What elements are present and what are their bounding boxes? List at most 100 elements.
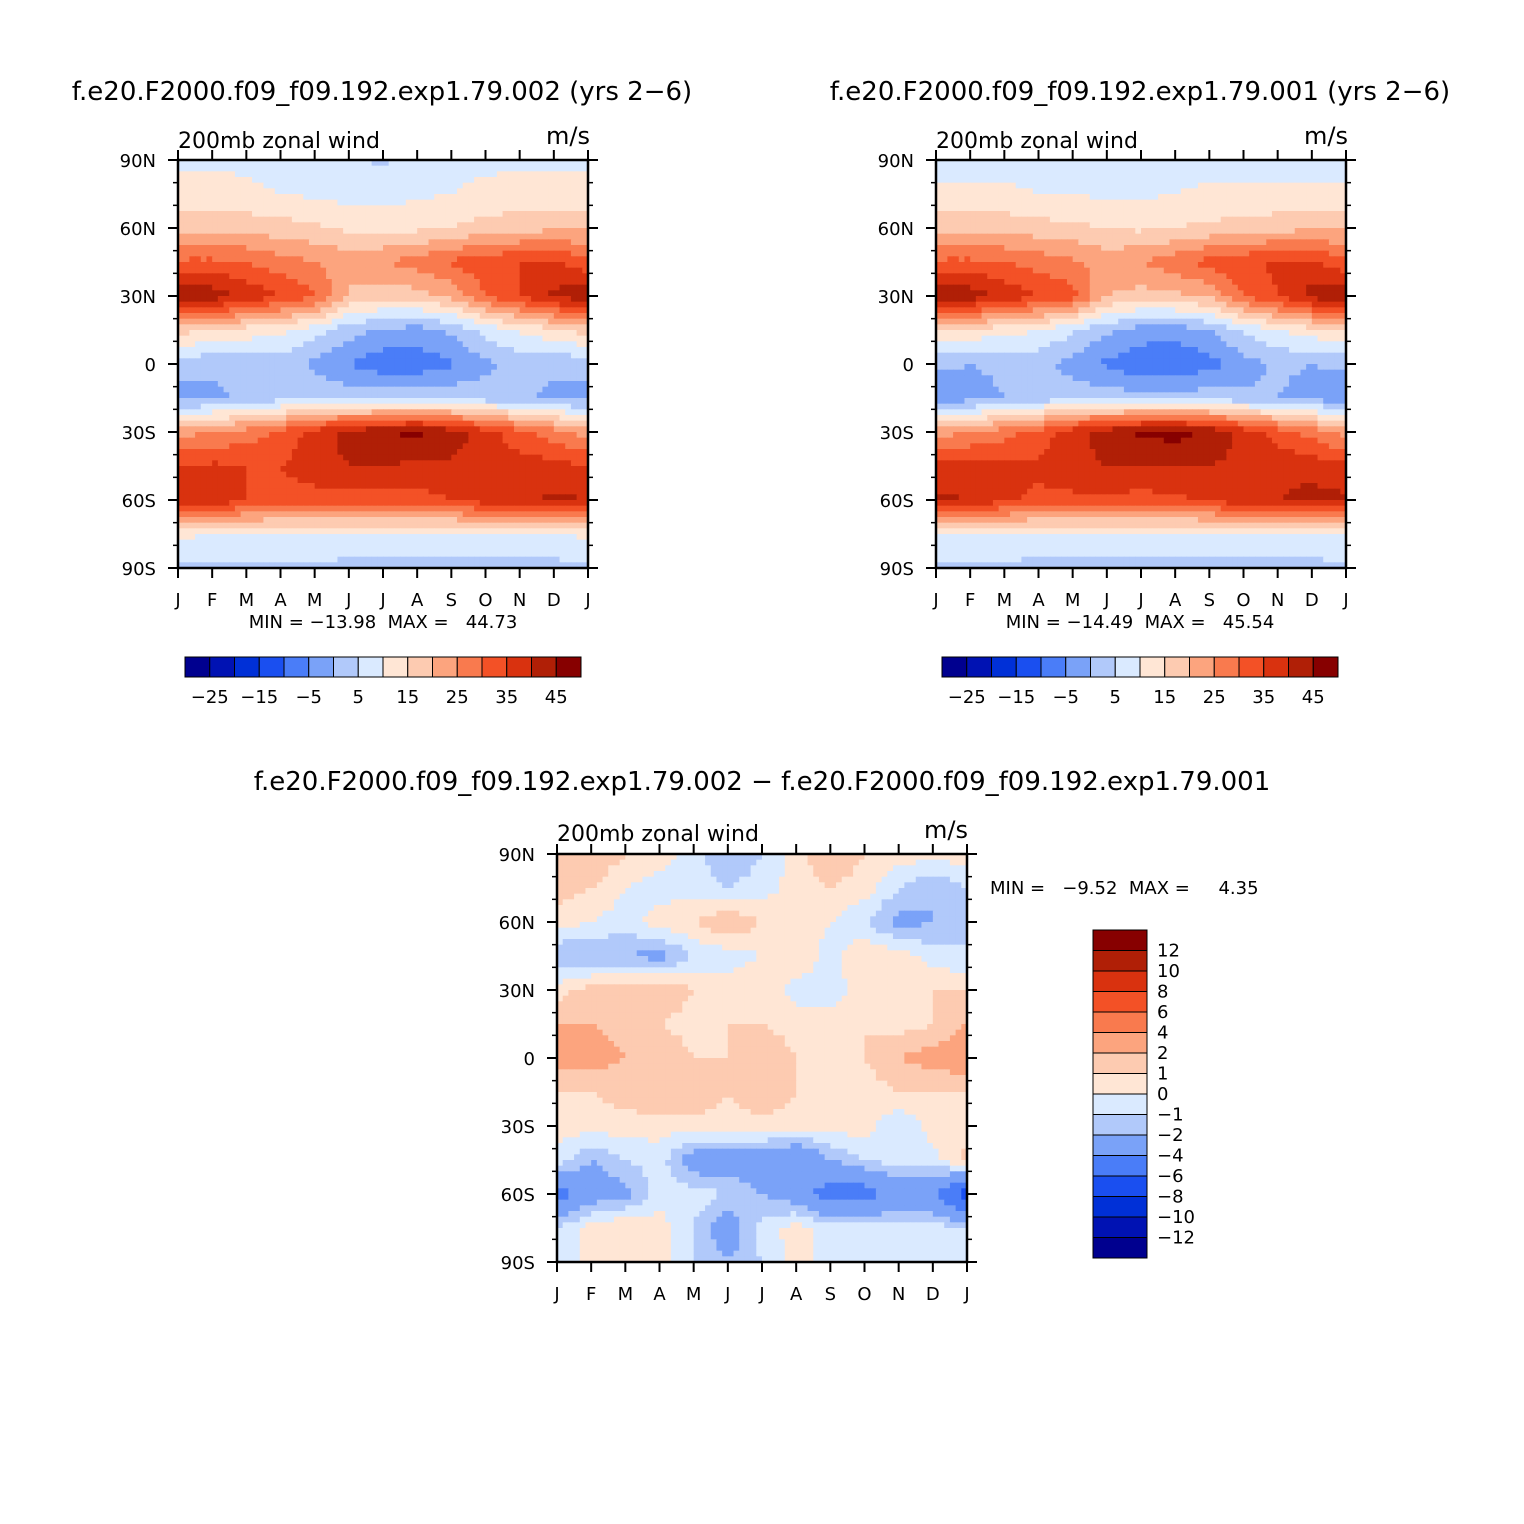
heatmap-cell <box>331 256 339 263</box>
heatmap-cell <box>189 239 196 246</box>
heatmap-cell <box>371 205 378 212</box>
heatmap-cell <box>183 296 190 303</box>
heatmap-cell <box>405 341 413 348</box>
heatmap-cell <box>320 296 327 303</box>
heatmap-cell <box>451 375 458 382</box>
heatmap-cell <box>388 403 395 410</box>
heatmap-cell <box>485 250 492 257</box>
heatmap-cell <box>263 273 270 280</box>
heatmap-cell <box>280 466 287 473</box>
heatmap-cell <box>559 522 566 529</box>
heatmap-cell <box>565 205 572 212</box>
heatmap-cell <box>468 477 475 484</box>
heatmap-cell <box>428 369 435 376</box>
heatmap-cell <box>189 228 196 235</box>
heatmap-cell <box>479 330 487 337</box>
heatmap-cell <box>286 505 293 512</box>
heatmap-cell <box>297 364 304 371</box>
heatmap-cell <box>263 290 270 297</box>
heatmap-cell <box>559 545 566 552</box>
heatmap-cell <box>195 211 202 218</box>
heatmap-cell <box>314 466 321 473</box>
heatmap-cell <box>474 211 481 218</box>
heatmap-cell <box>582 239 589 246</box>
heatmap-cell <box>314 335 321 342</box>
heatmap-cell <box>206 358 213 365</box>
heatmap-cell <box>217 352 225 359</box>
heatmap-cell <box>559 160 566 167</box>
heatmap-cell <box>365 398 373 405</box>
heatmap-cell <box>474 477 481 484</box>
heatmap-cell <box>559 171 566 178</box>
heatmap-cell <box>314 426 321 433</box>
heatmap-cell <box>246 364 253 371</box>
heatmap-cell <box>195 358 202 365</box>
heatmap-cell <box>422 539 430 546</box>
heatmap-cell <box>348 182 356 189</box>
heatmap-cell <box>326 358 333 365</box>
heatmap-cell <box>422 199 430 206</box>
heatmap-cell <box>531 256 538 263</box>
heatmap-cell <box>183 324 190 331</box>
heatmap-cell <box>451 443 458 450</box>
heatmap-cell <box>200 324 208 331</box>
heatmap-cell <box>445 194 452 201</box>
heatmap-cell <box>365 216 373 223</box>
heatmap-cell <box>474 381 481 388</box>
heatmap-cell <box>240 437 247 444</box>
heatmap-cell <box>320 233 327 240</box>
heatmap-cell <box>206 279 213 286</box>
heatmap-cell <box>326 273 333 280</box>
heatmap-cell <box>428 386 435 393</box>
heatmap-cell <box>371 443 378 450</box>
heatmap-cell <box>200 494 208 501</box>
heatmap-cell <box>513 386 521 393</box>
heatmap-cell <box>246 318 253 325</box>
heatmap-cell <box>343 415 350 422</box>
heatmap-cell <box>513 460 521 467</box>
heatmap-cell <box>371 290 378 297</box>
heatmap-cell <box>451 341 458 348</box>
heatmap-cell <box>508 313 515 320</box>
heatmap-cell <box>314 505 321 512</box>
heatmap-cell <box>508 358 515 365</box>
heatmap-cell <box>212 517 219 524</box>
heatmap-cell <box>348 347 356 354</box>
heatmap-cell <box>576 273 583 280</box>
heatmap-cell <box>217 539 225 546</box>
heatmap-cell <box>394 313 401 320</box>
heatmap-cell <box>491 199 498 206</box>
heatmap-cell <box>195 403 202 410</box>
heatmap-cell <box>229 279 236 286</box>
heatmap-cell <box>383 233 390 240</box>
heatmap-cell <box>451 398 458 405</box>
heatmap-cell <box>252 539 259 546</box>
heatmap-cell <box>536 471 544 478</box>
heatmap-cell <box>200 398 208 405</box>
heatmap-cell <box>388 228 395 235</box>
heatmap-cell <box>559 279 566 286</box>
heatmap-cell <box>195 483 202 490</box>
heatmap-cell <box>200 409 208 416</box>
heatmap-cell <box>513 415 521 422</box>
heatmap-cell <box>274 211 282 218</box>
heatmap-cell <box>388 534 395 541</box>
heatmap-cell <box>252 403 259 410</box>
heatmap-cell <box>360 330 367 337</box>
heatmap-cell <box>548 301 555 308</box>
heatmap-cell <box>445 160 452 167</box>
heatmap-cell <box>479 460 487 467</box>
heatmap-cell <box>462 500 470 507</box>
heatmap-cell <box>405 409 413 416</box>
heatmap-cell <box>314 437 321 444</box>
heatmap-cell <box>200 318 208 325</box>
heatmap-cell <box>360 216 367 223</box>
heatmap-cell <box>565 381 572 388</box>
heatmap-cell <box>496 347 504 354</box>
heatmap-cell <box>377 222 384 229</box>
heatmap-cell <box>457 471 464 478</box>
heatmap-cell <box>548 211 555 218</box>
heatmap-cell <box>195 528 202 535</box>
heatmap-cell <box>234 182 242 189</box>
